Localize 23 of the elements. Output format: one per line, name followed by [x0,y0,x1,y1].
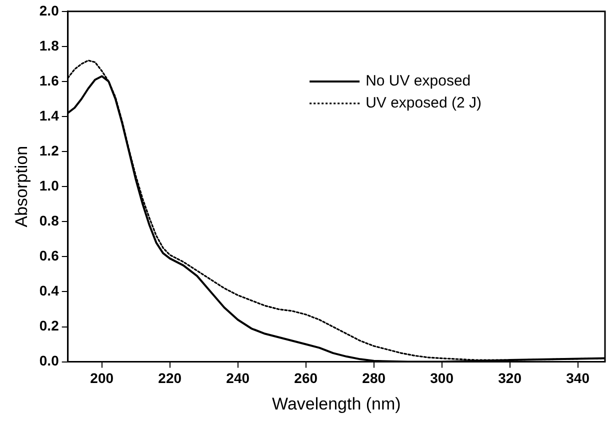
y-tick-label: 1.4 [39,107,60,124]
x-tick-label: 240 [226,370,250,386]
y-tick-label: 1.6 [39,72,60,88]
x-tick-label: 200 [90,370,114,386]
y-tick-label: 0.0 [39,352,60,369]
y-tick-label: 1.8 [39,37,60,54]
y-tick-label: 0.4 [39,282,60,299]
x-tick-label: 300 [430,370,454,386]
x-tick-label: 220 [158,370,182,386]
legend-label: UV exposed (2 J) [366,94,482,112]
x-tick-label: 340 [566,370,590,386]
y-tick-label: 1.2 [39,142,60,158]
y-tick-label: 0.6 [39,248,60,264]
x-tick-label: 320 [498,370,522,386]
y-tick-label: 2.0 [39,2,60,18]
y-tick-label: 0.2 [39,318,60,334]
x-axis-title: Wavelength (nm) [272,394,401,414]
legend-label: No UV exposed [366,72,471,90]
x-tick-label: 260 [294,370,318,386]
x-tick-label: 280 [362,370,386,386]
y-tick-label: 1.0 [39,177,60,194]
y-tick-label: 0.8 [39,212,60,228]
y-axis-title: Absorption [12,146,31,228]
